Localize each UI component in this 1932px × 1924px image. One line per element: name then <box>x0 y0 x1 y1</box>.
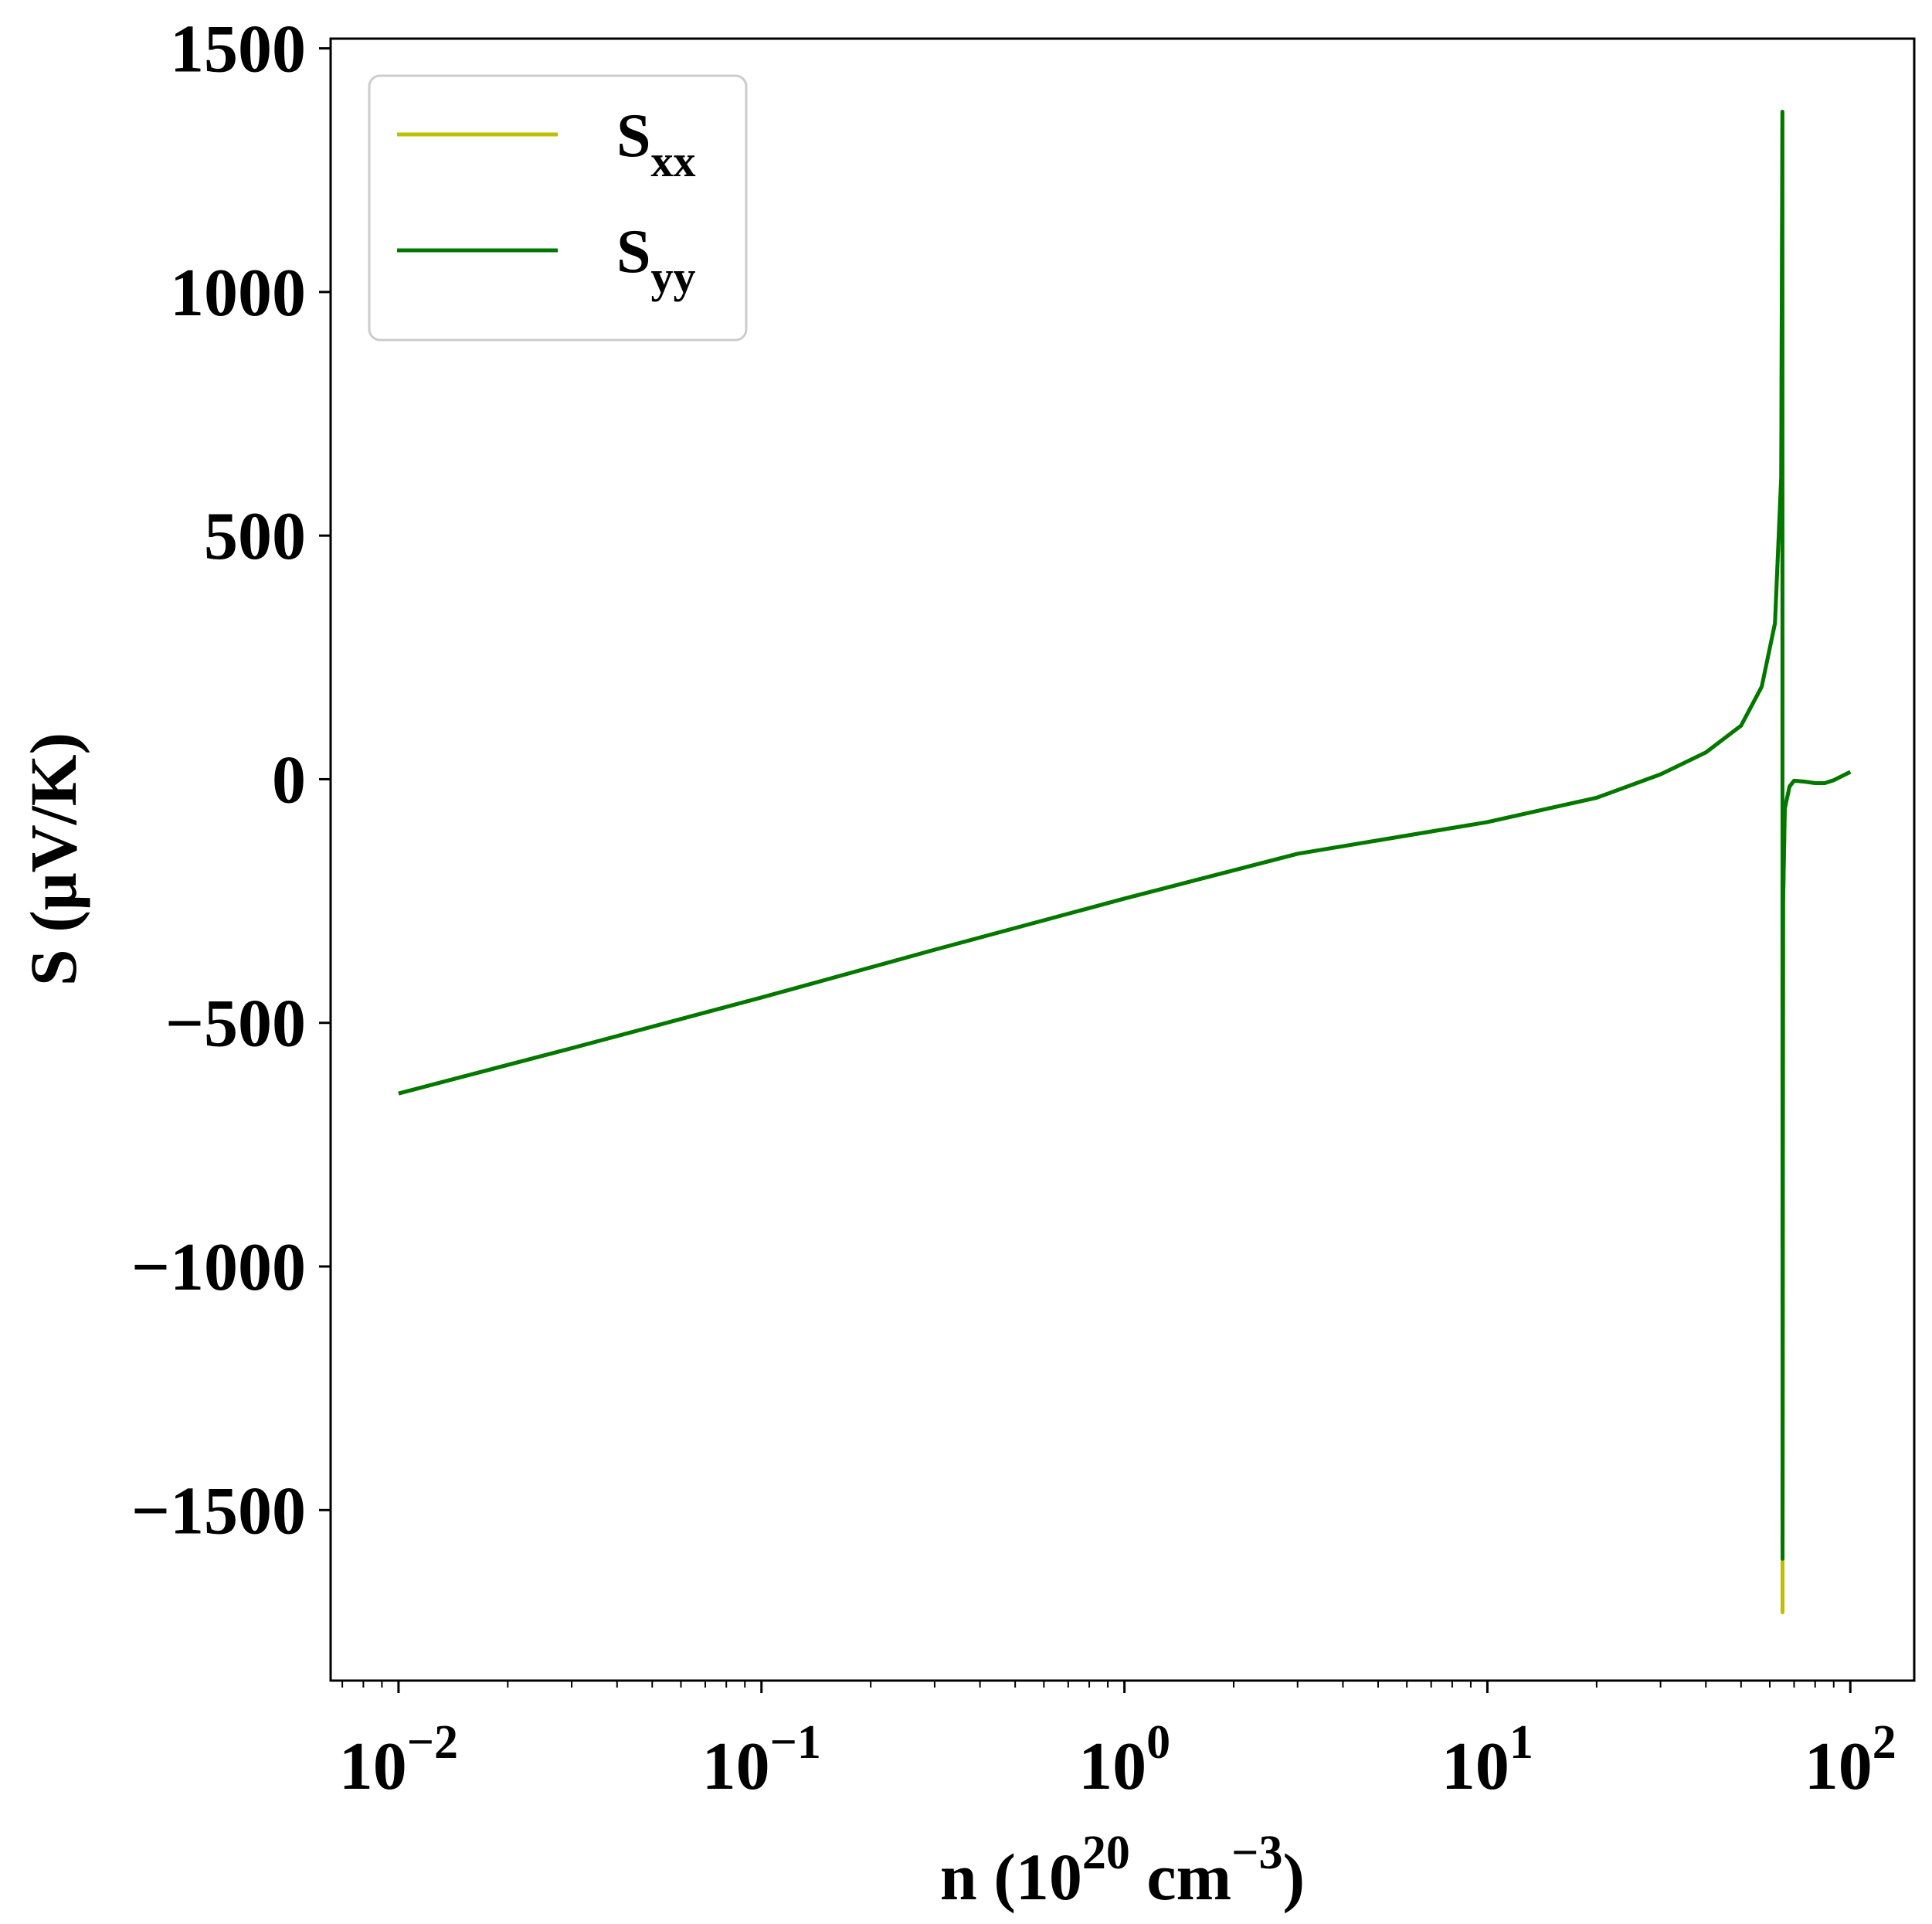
legend-label-syy: Syy <box>616 218 696 302</box>
series-layer <box>398 110 1852 1615</box>
x-tick-label: 100 <box>1078 1716 1170 1804</box>
x-tick-label: 10−2 <box>339 1716 458 1804</box>
y-tick-label: −1000 <box>131 1230 306 1305</box>
y-tick-label: 0 <box>272 743 306 818</box>
y-axis-title: S (μV/K) <box>16 733 90 986</box>
plot-frame <box>329 37 1916 1682</box>
x-axis: 10−2 10−1 100 101 102 <box>339 1681 1896 1804</box>
y-tick-label: 500 <box>204 499 306 574</box>
x-tick-label: 102 <box>1805 1716 1896 1804</box>
y-tick-label: −1500 <box>131 1474 306 1548</box>
x-tick-label: 10−1 <box>702 1716 821 1804</box>
x-tick-label: 101 <box>1441 1716 1533 1804</box>
y-tick-label: −500 <box>165 987 306 1062</box>
series-line-yy <box>398 110 1852 1561</box>
x-axis-title: n (1020 cm−3) <box>940 1827 1305 1914</box>
y-tick-label: 1000 <box>170 256 306 331</box>
legend-label-sxx: Sxx <box>616 102 696 186</box>
legend: Sxx Syy <box>368 74 748 342</box>
legend-frame <box>368 74 748 342</box>
y-tick-label: 1500 <box>170 12 306 87</box>
y-axis: −1500 −1000 −500 0 500 1000 1500 <box>131 12 331 1548</box>
